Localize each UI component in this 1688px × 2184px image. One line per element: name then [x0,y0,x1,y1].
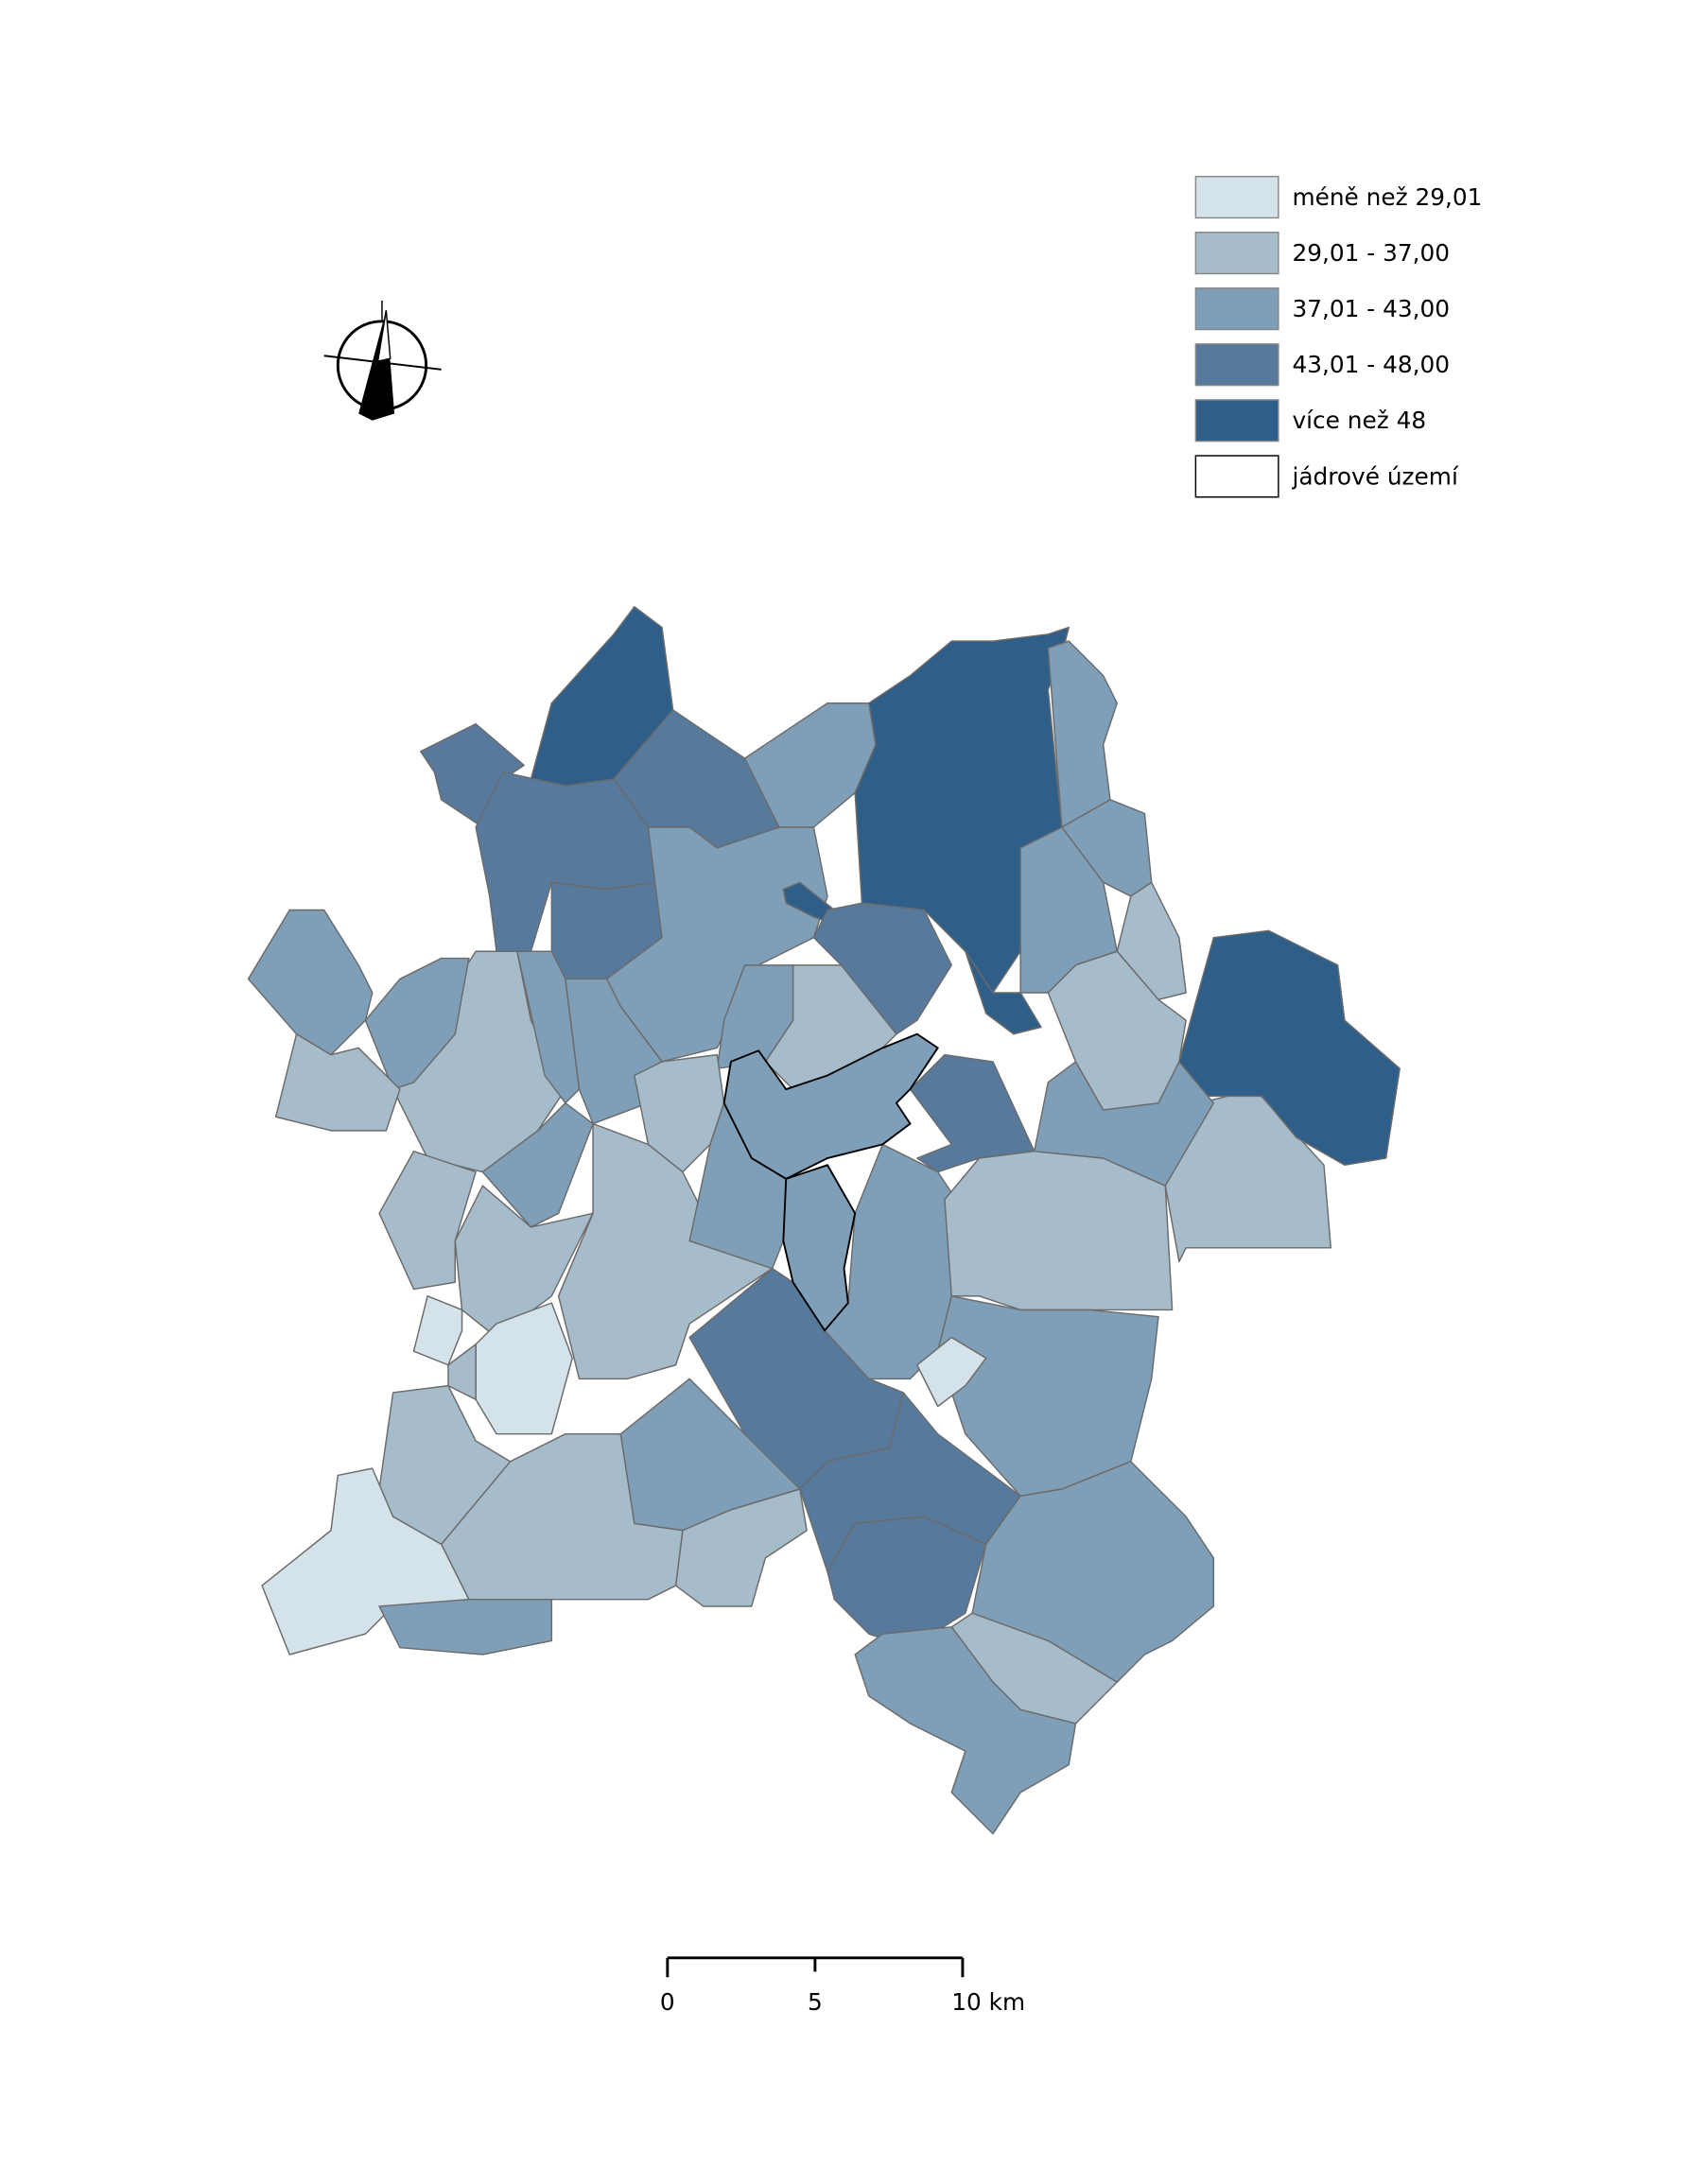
legend-swatch [1194,231,1279,275]
legend-label: jádrové území [1291,462,1458,490]
region [854,1626,1077,1835]
legend-label: méně než 29,01 [1292,183,1482,211]
legend-label: 43,01 - 48,00 [1292,351,1450,378]
region [1047,950,1187,1111]
scale-label: 0 [660,1988,675,2016]
legend-swatch [1194,287,1279,331]
region [1178,929,1401,1167]
regions [247,605,1401,1835]
legend-label: 29,01 - 37,00 [1292,239,1450,267]
legend-swatch [1194,399,1279,442]
legend-swatch [1194,175,1279,219]
legend-label: více než 48 [1292,407,1426,434]
region [944,1150,1174,1311]
legend-swatch [1194,455,1279,498]
legend-label: 37,01 - 43,00 [1292,295,1450,322]
region [378,1598,553,1655]
region [447,1343,477,1400]
region [412,1295,463,1366]
region [674,1488,808,1607]
region [827,1516,987,1649]
region [274,1033,401,1132]
region [722,1032,939,1180]
legend-swatch [1194,343,1279,387]
region [247,909,374,1056]
region [782,1164,857,1332]
region [454,1185,594,1339]
north-arrow [323,300,442,421]
core-area [722,1032,939,1332]
scale-labels: 0 5 10 km [660,1988,1025,2016]
region [261,1467,470,1655]
region [965,950,1042,1035]
scale-bar [666,1956,965,1978]
region [557,1122,774,1380]
legend: méně než 29,01 29,01 - 37,00 37,01 - 43,00… [1194,175,1482,498]
scale-label: 10 km [951,1988,1025,2016]
scale-label: 5 [808,1988,823,2016]
region [475,1302,573,1435]
region [916,1336,987,1408]
